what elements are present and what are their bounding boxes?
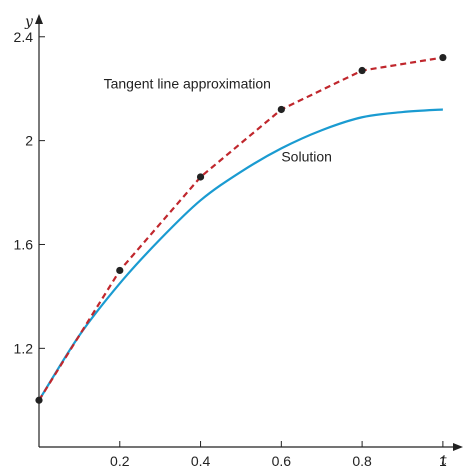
x-tick-label: 0.2 [110,453,130,469]
y-tick-label: 1.2 [14,340,34,356]
y-tick-label: 2 [25,133,33,149]
series-line-solution [38,108,443,401]
data-point [358,66,366,75]
annotation-label: Solution [281,148,332,164]
annotation-layer: Tangent line approximation Solution [104,76,332,165]
y-axis-label: y [24,14,34,30]
annotation-label: Tangent line approximation [104,76,271,92]
x-tick-label: 1 [439,453,447,469]
x-axis-label: t [441,453,447,469]
y-axis-ticks: 1.2 1.6 2 2.4 [14,29,45,356]
data-point [35,396,43,404]
data-point [116,266,124,275]
y-tick-label: 2.4 [14,29,34,45]
x-axis-arrowhead [453,443,463,451]
axes: 0.2 0.4 0.6 0.8 1 1.2 1.6 2 2.4 t y [14,14,463,469]
data-point [277,105,285,114]
data-point [196,173,205,181]
x-tick-label: 0.4 [191,453,211,469]
x-tick-label: 0.8 [352,453,372,469]
x-axis-ticks: 0.2 0.4 0.6 0.8 1 [110,441,447,469]
series-layer [35,53,447,404]
data-point [439,53,447,62]
y-axis-arrowhead [35,14,43,24]
x-tick-label: 0.6 [272,453,292,469]
series-line-tangent-approx [38,56,444,401]
y-tick-label: 1.6 [14,236,34,252]
